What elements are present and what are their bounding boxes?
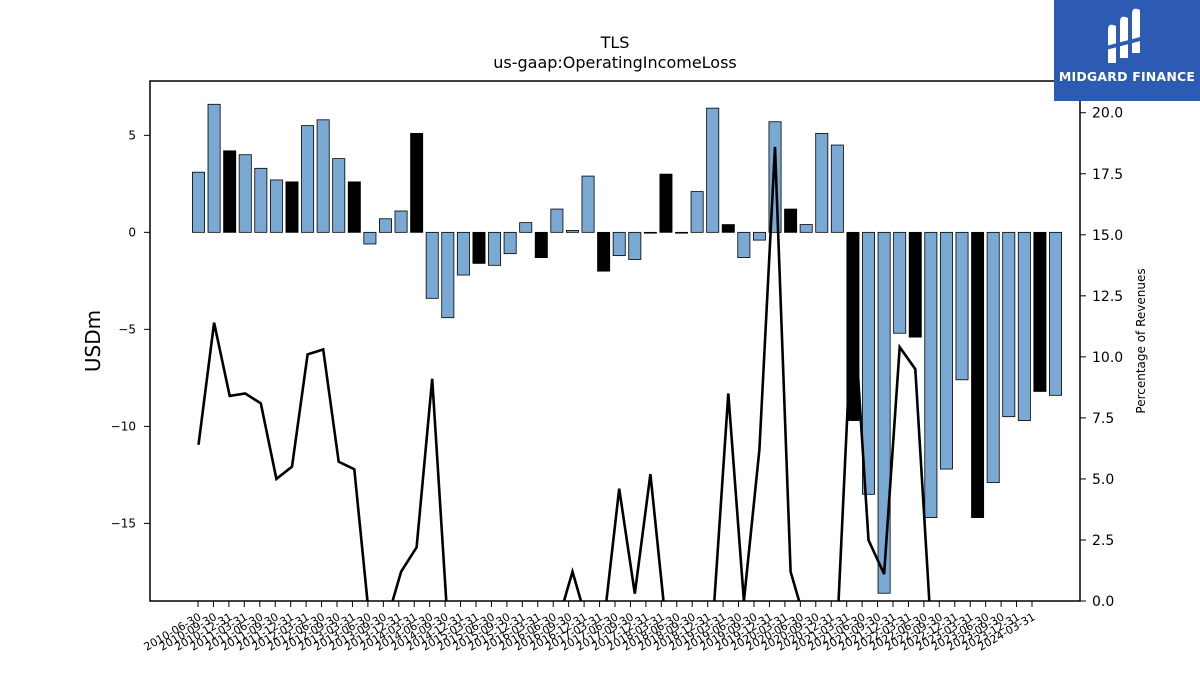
bar-2021-12-31 xyxy=(908,231,922,338)
bar-2010-06-30 xyxy=(192,171,205,233)
bar-2016-06-30 xyxy=(565,230,579,233)
bar-2017-03-31 xyxy=(612,231,626,257)
bar-2021-03-31 xyxy=(862,231,875,495)
plot-frame xyxy=(149,80,1081,602)
bar-2012-06-30 xyxy=(316,119,330,233)
bar-2014-12-31 xyxy=(472,231,486,264)
bar-2011-12-31 xyxy=(285,181,299,233)
bar-2018-03-31 xyxy=(675,231,689,234)
bar-2019-03-31 xyxy=(737,231,751,258)
y-axis-ticks: 5 0 −5 −10 −15 xyxy=(111,128,150,530)
bar-2013-03-31 xyxy=(363,231,377,245)
chart-subtitle: us-gaap:OperatingIncomeLoss xyxy=(493,53,737,72)
bar-2014-03-31 xyxy=(425,231,439,299)
y-tick-label: −15 xyxy=(111,516,136,530)
brand-name: MIDGARD FINANCE xyxy=(1058,69,1196,84)
y-axis-label: USDm xyxy=(81,310,105,372)
y2-tick-label: 20.0 xyxy=(1092,106,1123,122)
bar-2012-09-30 xyxy=(332,158,346,233)
percentage-line-series xyxy=(197,146,931,601)
bar-2023-09-30 xyxy=(1017,231,1031,421)
y2-tick-label: 0.0 xyxy=(1092,594,1114,610)
bar-2023-12-31 xyxy=(1033,231,1047,392)
bar-2015-09-30 xyxy=(519,222,533,233)
bar-2011-09-30 xyxy=(269,179,283,233)
bar-2011-03-31 xyxy=(238,154,252,233)
brand-logo: MIDGARD FINANCE xyxy=(1054,0,1200,101)
y2-axis-ticks: 0.0 2.5 5.0 7.5 10.0 12.5 15.0 17.5 20.0 xyxy=(1080,106,1123,610)
bar-2016-09-30 xyxy=(581,175,595,233)
bar-2024-03-31 xyxy=(1049,231,1062,396)
y-tick-label: −5 xyxy=(118,322,136,336)
bar-2020-09-30 xyxy=(830,144,844,233)
y-tick-label: 0 xyxy=(128,225,136,239)
y-tick-label: 5 xyxy=(128,128,136,142)
bar-2017-06-30 xyxy=(628,231,642,260)
bar-2011-06-30 xyxy=(254,167,268,233)
bar-2019-06-30 xyxy=(752,231,766,241)
x-axis-ticks: 2010-06-302010-09-302010-12-312011-03-31… xyxy=(142,601,1038,654)
y2-tick-label: 12.5 xyxy=(1092,289,1123,305)
bar-2014-09-30 xyxy=(456,231,470,276)
bar-2022-12-31 xyxy=(971,231,985,518)
bar-2015-06-30 xyxy=(503,231,517,255)
bar-2017-09-30 xyxy=(643,231,657,234)
midgard-logo-icon xyxy=(1106,8,1144,64)
bar-2021-06-30 xyxy=(877,231,891,594)
chart-title: TLS xyxy=(600,33,630,52)
y2-tick-label: 5.0 xyxy=(1092,472,1114,488)
bar-2020-03-31 xyxy=(799,224,813,233)
y2-axis-label: Percentage of Revenues xyxy=(1134,268,1148,413)
bar-2012-12-31 xyxy=(347,181,361,233)
bar-2022-09-30 xyxy=(955,231,969,381)
bar-2010-09-30 xyxy=(207,103,221,233)
bar-2018-09-30 xyxy=(706,107,720,233)
bar-2022-03-31 xyxy=(924,231,938,518)
bar-2023-06-30 xyxy=(1002,231,1016,418)
y2-tick-label: 15.0 xyxy=(1092,228,1123,244)
bar-2014-06-30 xyxy=(441,231,455,319)
bar-2015-03-31 xyxy=(488,231,502,266)
y2-tick-label: 2.5 xyxy=(1092,533,1114,549)
bar-2019-12-31 xyxy=(784,208,798,233)
bar-2015-12-31 xyxy=(534,231,548,258)
y2-tick-label: 17.5 xyxy=(1092,167,1123,183)
y-tick-label: −10 xyxy=(111,419,136,433)
bar-2013-12-31 xyxy=(410,132,424,233)
bar-2016-03-31 xyxy=(550,208,564,233)
bar-2021-09-30 xyxy=(893,231,907,334)
bar-2018-06-30 xyxy=(690,191,704,233)
y2-tick-label: 7.5 xyxy=(1092,411,1114,427)
bar-2012-03-31 xyxy=(301,125,315,233)
bar-2022-06-30 xyxy=(939,231,953,470)
bar-2020-06-30 xyxy=(815,132,829,233)
bar-2010-12-31 xyxy=(223,150,237,233)
bar-2013-09-30 xyxy=(394,210,408,233)
bar-2023-03-31 xyxy=(986,231,1000,484)
bar-2018-12-31 xyxy=(721,224,735,233)
bar-2016-12-31 xyxy=(597,231,611,272)
y2-tick-label: 10.0 xyxy=(1092,350,1123,366)
bar-2017-12-31 xyxy=(659,173,673,233)
bar-2013-06-30 xyxy=(379,218,392,233)
percentage-line xyxy=(197,146,931,601)
